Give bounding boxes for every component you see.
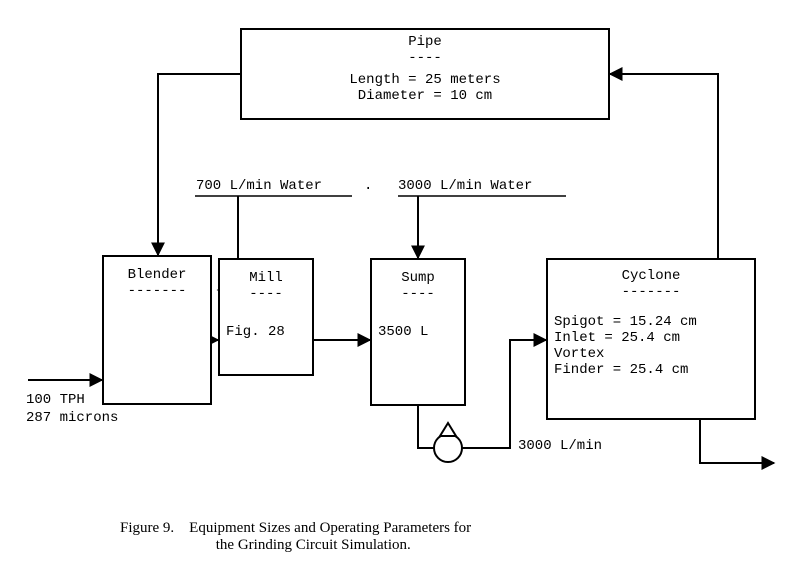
arrow-cyclone-to-pipe [610,74,718,258]
cyclone-box: Cyclone ------- Spigot = 15.24 cm Inlet … [546,258,756,420]
cyclone-vortex1: Vortex [554,346,748,362]
sump-box: Sump ---- 3500 L [370,258,466,406]
cyclone-spigot: Spigot = 15.24 cm [554,314,748,330]
arrow-pipe-to-blender [158,74,240,255]
blender-title: Blender [110,267,204,283]
blender-underline: ------- [110,283,204,299]
label-mill-water-dot: . [364,178,372,194]
pipe-title: Pipe [248,34,602,50]
mill-title: Mill [226,270,306,286]
mill-box: Mill ---- Fig. 28 [218,258,314,376]
pipe-box: Pipe ---- Length = 25 meters Diameter = … [240,28,610,120]
blender-box: Blender ------- [102,255,212,405]
sump-title: Sump [378,270,458,286]
sump-underline: ---- [378,286,458,302]
caption-line1: Equipment Sizes and Operating Parameters… [189,520,471,536]
pipe-underline: ---- [248,50,602,66]
pipe-length: Length = 25 meters [248,72,602,88]
arrow-cyclone-out [700,420,774,463]
cyclone-inlet: Inlet = 25.4 cm [554,330,748,346]
label-feed-rate: 100 TPH [26,392,85,408]
line-sump-to-pump [418,406,434,448]
pump-icon [434,434,462,462]
label-mill-water: 700 L/min Water [196,178,322,194]
cyclone-underline: ------- [554,284,748,300]
label-pump-flow: 3000 L/min [518,438,602,454]
caption-line2: the Grinding Circuit Simulation. [216,537,411,553]
pump-hat-icon [440,423,456,436]
mill-underline: ---- [226,286,306,302]
figure-caption: Figure 9. Equipment Sizes and Operating … [120,520,760,554]
pipe-diameter: Diameter = 10 cm [248,88,602,104]
mill-ref: Fig. 28 [226,324,306,340]
cyclone-title: Cyclone [554,268,748,284]
cyclone-vortex2: Finder = 25.4 cm [554,362,748,378]
sump-capacity: 3500 L [378,324,458,340]
label-sump-water: 3000 L/min Water [398,178,532,194]
caption-prefix: Figure 9. [120,520,174,536]
arrow-pump-to-cyclone [462,340,546,448]
label-feed-size: 287 microns [26,410,118,426]
